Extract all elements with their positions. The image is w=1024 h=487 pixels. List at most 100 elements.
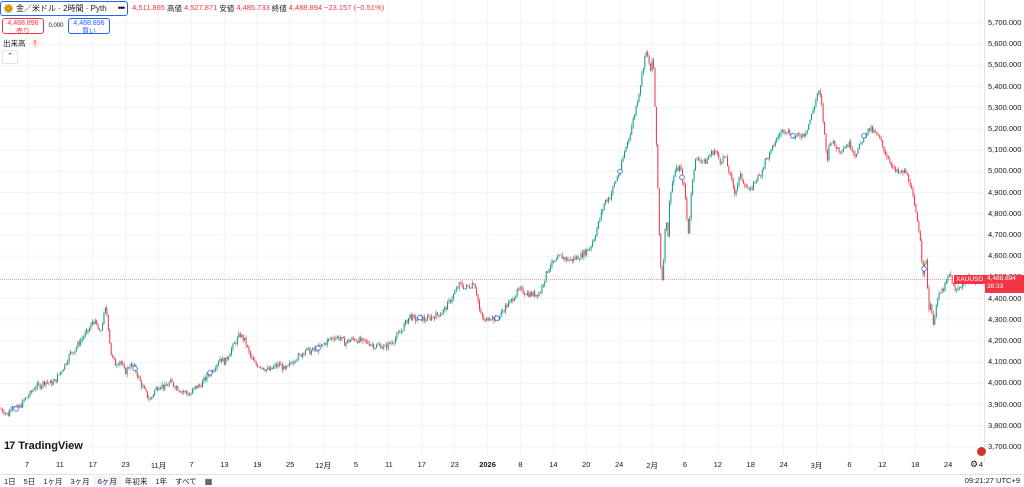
candle-body	[853, 151, 855, 153]
range-button[interactable]: 5日	[23, 476, 36, 486]
range-button[interactable]: 6ヶ月	[93, 475, 121, 487]
buy-button[interactable]: 4,488.896 買い	[68, 18, 110, 35]
event-marker[interactable]	[207, 370, 213, 376]
candle-body	[312, 347, 314, 351]
candle-body	[677, 167, 679, 171]
candle-body	[941, 288, 943, 294]
us-flag-icon[interactable]	[976, 446, 987, 457]
candle-body	[861, 142, 863, 143]
candle-body	[758, 175, 760, 176]
event-marker[interactable]	[417, 314, 423, 321]
candle-body	[827, 150, 828, 161]
calendar-icon[interactable]: ▦	[204, 476, 213, 486]
candle-body	[600, 211, 602, 219]
candle-body	[902, 170, 904, 173]
candle-body	[429, 316, 431, 320]
candle-body	[78, 342, 80, 345]
more-options-button[interactable]: •••	[117, 3, 126, 13]
candle-body	[32, 390, 34, 392]
candle-body	[558, 255, 560, 257]
chart-area[interactable]	[0, 0, 984, 462]
event-marker[interactable]	[921, 266, 927, 272]
candle-body	[458, 282, 460, 289]
candle-body	[506, 304, 508, 307]
candle-body	[6, 412, 8, 414]
range-button[interactable]: 3ヶ月	[70, 476, 90, 486]
candle-body	[202, 380, 204, 388]
price-axis[interactable]: 5,700.000 5,600.000 5,500.000 5,400.000 5,30…	[984, 0, 1024, 462]
candle-body	[573, 257, 575, 261]
event-marker[interactable]	[679, 174, 685, 181]
candle-body	[686, 198, 688, 219]
candle-body	[876, 132, 878, 135]
time-tick: 18	[746, 460, 755, 469]
collapse-chevron-icon[interactable]: ⌃	[2, 50, 18, 64]
candle-body	[893, 166, 895, 168]
candle-body	[937, 298, 939, 305]
sell-button[interactable]: 4,488.896 売り	[2, 18, 44, 35]
candle-body	[534, 291, 536, 297]
range-button[interactable]: すべて	[175, 476, 197, 486]
candle-body	[761, 169, 763, 177]
candle-body	[84, 332, 86, 337]
candle-body	[673, 176, 675, 183]
candle-body	[500, 311, 502, 316]
candle-body	[274, 364, 276, 367]
settings-gear-icon[interactable]: ⚙	[970, 459, 979, 469]
candle-body	[577, 256, 579, 260]
candle-body	[113, 356, 115, 360]
candle-body	[270, 367, 272, 371]
candle-body	[737, 184, 739, 191]
candle-body	[49, 380, 51, 384]
candle-body	[858, 143, 860, 149]
clock: 09:21:27 UTC+9	[964, 476, 1020, 485]
candle-body	[879, 135, 881, 138]
volume-indicator[interactable]: 出来高 !	[3, 38, 40, 49]
candle-body	[721, 162, 723, 164]
range-button[interactable]: 1ヶ月	[43, 476, 63, 486]
candle-body	[535, 294, 537, 297]
candle-body	[212, 370, 214, 372]
range-button[interactable]: 1日	[4, 476, 16, 486]
candle-body	[805, 133, 807, 136]
event-marker[interactable]	[861, 133, 867, 139]
candle-body	[777, 136, 779, 138]
candle-body	[486, 318, 488, 321]
event-marker[interactable]	[790, 133, 796, 139]
candle-body	[892, 165, 894, 167]
event-marker[interactable]	[132, 365, 138, 372]
range-button[interactable]: 年初来	[124, 476, 148, 486]
event-marker[interactable]	[315, 345, 321, 351]
candle-body	[149, 398, 151, 400]
time-axis[interactable]: 7 11 17 23 11月 7 13 19 25 12月 5 11 17 23 2026 8 14 20 24 2月…	[0, 456, 984, 472]
event-marker[interactable]	[617, 168, 623, 175]
candle-body	[409, 314, 411, 319]
tradingview-logo[interactable]: 17 TradingView	[4, 440, 83, 452]
symbol-selector[interactable]: 金／米ドル · 2時間 · Pyth •••	[0, 0, 129, 16]
candle-body	[566, 257, 567, 260]
candle-body	[719, 158, 721, 164]
candle-body	[154, 389, 156, 395]
candle-body	[99, 329, 101, 331]
candle-body	[220, 358, 222, 362]
range-button[interactable]: 1年	[155, 476, 168, 486]
candle-body	[283, 366, 285, 370]
price-tick: 5,500.000	[988, 60, 1022, 70]
candle-body	[515, 295, 517, 299]
change-value: −23.157 (−0.51%)	[324, 2, 385, 12]
candle-body	[241, 334, 243, 338]
candle-body	[885, 151, 886, 155]
candle-body	[396, 333, 398, 339]
candle-body	[57, 374, 59, 383]
candle-body	[358, 337, 360, 344]
candle-body	[368, 343, 370, 346]
event-marker[interactable]	[494, 315, 500, 321]
candle-body	[699, 159, 701, 162]
price-chart[interactable]	[0, 0, 984, 462]
candle-body	[390, 342, 392, 344]
candle-body	[29, 391, 31, 397]
warning-icon[interactable]: !	[30, 39, 40, 48]
candle-body	[828, 145, 830, 161]
event-marker[interactable]	[13, 406, 19, 412]
candle-body	[571, 259, 573, 261]
